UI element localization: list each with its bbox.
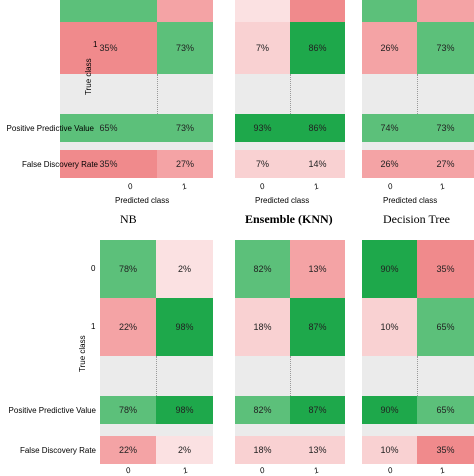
p4-fdr-label: False Discovery Rate	[19, 446, 96, 455]
ens-confusion-cell-11: 86%	[290, 22, 345, 74]
tree-top-col-tick-0: 0	[386, 181, 394, 192]
p4-row-tick-1: 1	[91, 322, 96, 331]
p4-fdr-cell-1: 2%	[156, 436, 213, 464]
nb-top-col-tick-0: 0	[126, 181, 134, 192]
tree-gap-band-2	[362, 142, 474, 150]
nb-confusion-cell-11: 73%	[157, 22, 213, 74]
ens-gap-band-2	[235, 142, 345, 150]
tree-top-cropped-cell-00	[362, 0, 417, 22]
p4-ppv-cell-1: 98%	[156, 396, 213, 424]
ens-top-divider	[290, 74, 291, 114]
p4-ppv-cell-0: 78%	[100, 396, 156, 424]
ens-confusion-cell-10: 7%	[235, 22, 290, 74]
p4-ppv-label: Positive Predictive Value	[8, 406, 96, 415]
p5-confusion-cell-00: 82%	[235, 240, 290, 298]
title-ensemble: Ensemble (KNN)	[245, 212, 333, 226]
p6-fdr-cell-1: 35%	[417, 436, 474, 464]
p5-gap-band-2	[235, 424, 345, 436]
nb-confusion-cell-10: 35%	[60, 22, 157, 74]
p6-confusion-cell-11: 65%	[417, 298, 474, 356]
ens-fdr-cell-1: 14%	[290, 150, 345, 178]
tree-ppv-cell-1: 73%	[417, 114, 474, 142]
nb-gap-band	[60, 74, 213, 114]
nb-gap-band-2	[60, 142, 213, 150]
p4-row-tick-0: 0	[91, 264, 96, 273]
p6-fdr-cell-0: 10%	[362, 436, 417, 464]
nb-top-y-axis-label: True class	[84, 58, 93, 95]
p6-ppv-cell-1: 65%	[417, 396, 474, 424]
p5-ppv-cell-0: 82%	[235, 396, 290, 424]
title-decision-tree: Decision Tree	[383, 212, 450, 226]
p4-confusion-cell-00: 78%	[100, 240, 156, 298]
p6-confusion-cell-01: 35%	[417, 240, 474, 298]
p6-confusion-cell-00: 90%	[362, 240, 417, 298]
ens-fdr-cell-0: 7%	[235, 150, 290, 178]
ens-top-cropped-cell-01	[290, 0, 345, 22]
p5-confusion-cell-10: 18%	[235, 298, 290, 356]
ens-top-col-tick-1: 1	[312, 181, 320, 192]
tree-top-x-axis-label: Predicted class	[383, 196, 438, 205]
p4-y-axis-label: True class	[78, 335, 87, 372]
p5-fdr-cell-0: 18%	[235, 436, 290, 464]
tree-fdr-cell-1: 27%	[417, 150, 474, 178]
ens-top-x-axis-label: Predicted class	[255, 196, 310, 205]
nb-ppv-cell-1: 73%	[157, 114, 213, 142]
p4-confusion-cell-01: 2%	[156, 240, 213, 298]
nb-top-col-tick-1: 1	[180, 181, 188, 192]
ens-ppv-cell-0: 93%	[235, 114, 290, 142]
p6-ppv-cell-0: 90%	[362, 396, 417, 424]
p5-divider	[290, 356, 291, 396]
nb-fdr-cell-1: 27%	[157, 150, 213, 178]
nb-top-row-tick-1: 1	[93, 40, 98, 49]
tree-top-col-tick-1: 1	[438, 181, 446, 192]
tree-confusion-cell-10: 26%	[362, 22, 417, 74]
tree-top-divider	[417, 74, 418, 114]
p6-gap-band	[362, 356, 474, 396]
p5-confusion-cell-11: 87%	[290, 298, 345, 356]
p5-ppv-cell-1: 87%	[290, 396, 345, 424]
nb-fdr-cell-0: 35%	[60, 150, 157, 178]
ens-top-col-tick-0: 0	[258, 181, 266, 192]
tree-gap-band	[362, 74, 474, 114]
nb-top-cropped-cell-00	[60, 0, 157, 22]
nb-top-divider	[157, 74, 158, 114]
p4-confusion-cell-10: 22%	[100, 298, 156, 356]
p4-divider	[156, 356, 157, 396]
tree-ppv-cell-0: 74%	[362, 114, 417, 142]
nb-top-cropped-cell-01	[157, 0, 213, 22]
title-nb: NB	[120, 212, 137, 226]
ens-top-cropped-cell-00	[235, 0, 290, 22]
nb-top-fdr-label: False Discovery Rate	[21, 160, 98, 169]
tree-top-cropped-cell-01	[417, 0, 474, 22]
p6-divider	[417, 356, 418, 396]
p6-confusion-cell-10: 10%	[362, 298, 417, 356]
nb-ppv-cell-0: 65%	[60, 114, 157, 142]
p6-gap-band-2	[362, 424, 474, 436]
p4-fdr-cell-0: 22%	[100, 436, 156, 464]
p5-fdr-cell-1: 13%	[290, 436, 345, 464]
p5-confusion-cell-01: 13%	[290, 240, 345, 298]
tree-fdr-cell-0: 26%	[362, 150, 417, 178]
nb-top-x-axis-label: Predicted class	[115, 196, 170, 205]
nb-top-ppv-label: Positive Predictive Value	[6, 124, 94, 133]
tree-confusion-cell-11: 73%	[417, 22, 474, 74]
p4-gap-band-2	[100, 424, 213, 436]
ens-ppv-cell-1: 86%	[290, 114, 345, 142]
p4-confusion-cell-11: 98%	[156, 298, 213, 356]
